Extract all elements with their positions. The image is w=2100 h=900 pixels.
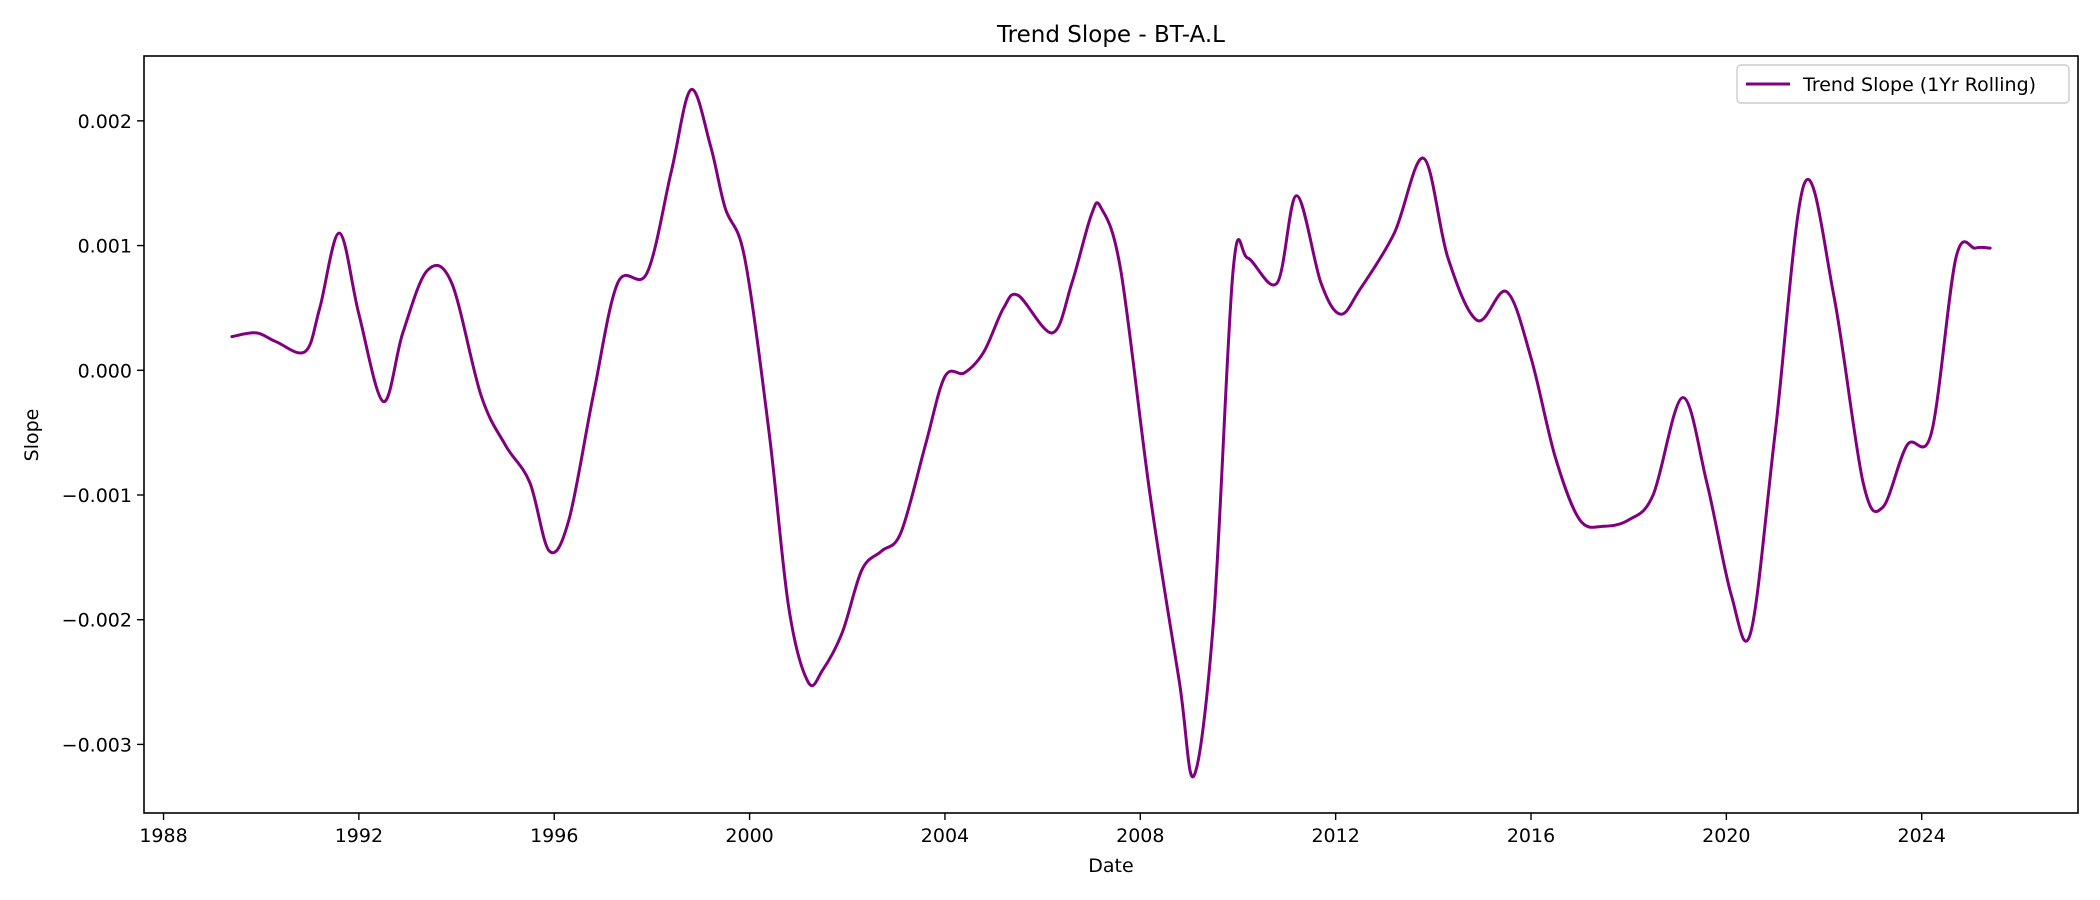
y-tick-label: −0.002 [62,610,132,632]
y-tick-label: −0.003 [62,734,132,756]
y-axis-ticks: −0.003 −0.002 −0.001 0.000 0.001 0.002 [62,111,144,756]
trend-slope-line [230,88,1992,779]
x-tick-label: 2000 [725,825,773,847]
x-tick-label: 2008 [1116,825,1164,847]
legend-box [1736,64,2070,104]
y-tick-label: 0.001 [78,236,132,258]
x-tick-label: 1992 [335,825,383,847]
x-tick-label: 2016 [1507,825,1555,847]
x-axis-label: Date [1088,855,1133,877]
y-tick-label: 0.002 [78,111,132,133]
x-axis-ticks: 1988 1992 1996 2000 2004 2008 2012 2016 2020 2024 [139,813,1946,847]
x-tick-label: 1988 [139,825,187,847]
y-tick-label: 0.000 [78,360,132,382]
x-tick-label: 2004 [921,825,969,847]
legend-label: Trend Slope (1Yr Rolling) [1802,74,2036,96]
legend: Trend Slope (1Yr Rolling) [1736,64,2070,104]
x-tick-label: 2024 [1898,825,1946,847]
plot-frame [143,55,2079,814]
chart-title: Trend Slope - BT-A.L [996,22,1225,48]
y-tick-label: −0.001 [62,485,132,507]
x-tick-label: 2020 [1702,825,1750,847]
plot-area [143,55,2079,814]
y-axis-label: Slope [21,409,43,462]
x-tick-label: 1996 [530,825,578,847]
x-tick-label: 2012 [1311,825,1359,847]
